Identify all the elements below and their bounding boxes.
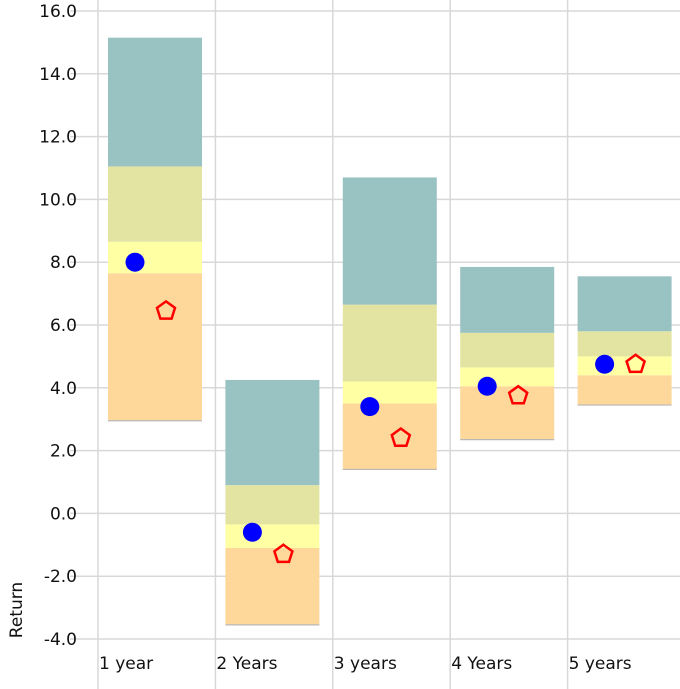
category-label: 1 year xyxy=(99,654,153,674)
y-tick-label: -2.0 xyxy=(44,567,77,587)
y-tick-label: 0.0 xyxy=(50,504,77,524)
bar-segment xyxy=(225,485,320,525)
bar-segment xyxy=(342,177,437,305)
bar-segment xyxy=(342,381,437,404)
y-tick-label: 10.0 xyxy=(39,190,77,210)
bar-segment xyxy=(460,367,555,387)
circle-marker xyxy=(125,252,145,272)
y-tick-label: 12.0 xyxy=(39,128,77,148)
bar-segment xyxy=(460,332,555,368)
bar-segment xyxy=(577,356,672,376)
bars xyxy=(108,37,672,626)
bar-segment xyxy=(108,273,202,421)
bar-segment xyxy=(342,403,437,470)
circle-marker xyxy=(595,354,615,374)
bar-segment xyxy=(225,524,320,548)
y-tick-label: 8.0 xyxy=(50,253,77,273)
bar-segment xyxy=(460,386,555,440)
bar-segment xyxy=(108,166,202,242)
y-tick-label: 14.0 xyxy=(39,65,77,85)
bar-segment xyxy=(225,547,320,625)
category-label: 2 Years xyxy=(216,654,277,674)
bar-segment xyxy=(342,304,437,382)
category-label: 4 Years xyxy=(451,654,512,674)
markers xyxy=(125,252,647,564)
y-axis-ticks: 16.0 14.0 12.0 10.0 8.0 6.0 4.0 2.0 0.0 -2.0 -4.0 xyxy=(39,2,77,650)
y-tick-label: 4.0 xyxy=(50,379,77,399)
bar-segment xyxy=(460,266,555,333)
y-tick-label: 6.0 xyxy=(50,316,77,336)
y-tick-label: 16.0 xyxy=(39,2,77,22)
category-label: 5 years xyxy=(569,654,632,674)
y-tick-label: -4.0 xyxy=(44,630,77,650)
bar-segment xyxy=(577,331,672,357)
pentagon-marker xyxy=(625,353,647,374)
x-axis-categories: 1 year 2 Years 3 years 4 Years 5 years xyxy=(99,654,632,674)
bar-segment xyxy=(577,276,672,332)
bar-segment xyxy=(108,241,202,274)
bar-segment xyxy=(108,37,202,167)
y-tick-label: 2.0 xyxy=(50,442,77,462)
circle-marker xyxy=(360,397,380,417)
category-label: 3 years xyxy=(334,654,397,674)
bar-segment xyxy=(225,379,320,486)
pentagon-marker xyxy=(507,384,529,405)
pentagon-marker xyxy=(272,543,294,564)
y-axis-title: Return xyxy=(7,582,27,638)
circle-marker xyxy=(242,522,262,542)
bar-segment xyxy=(577,375,672,406)
pentagon-marker xyxy=(155,299,177,320)
circle-marker xyxy=(477,376,497,396)
pentagon-marker xyxy=(390,426,412,447)
